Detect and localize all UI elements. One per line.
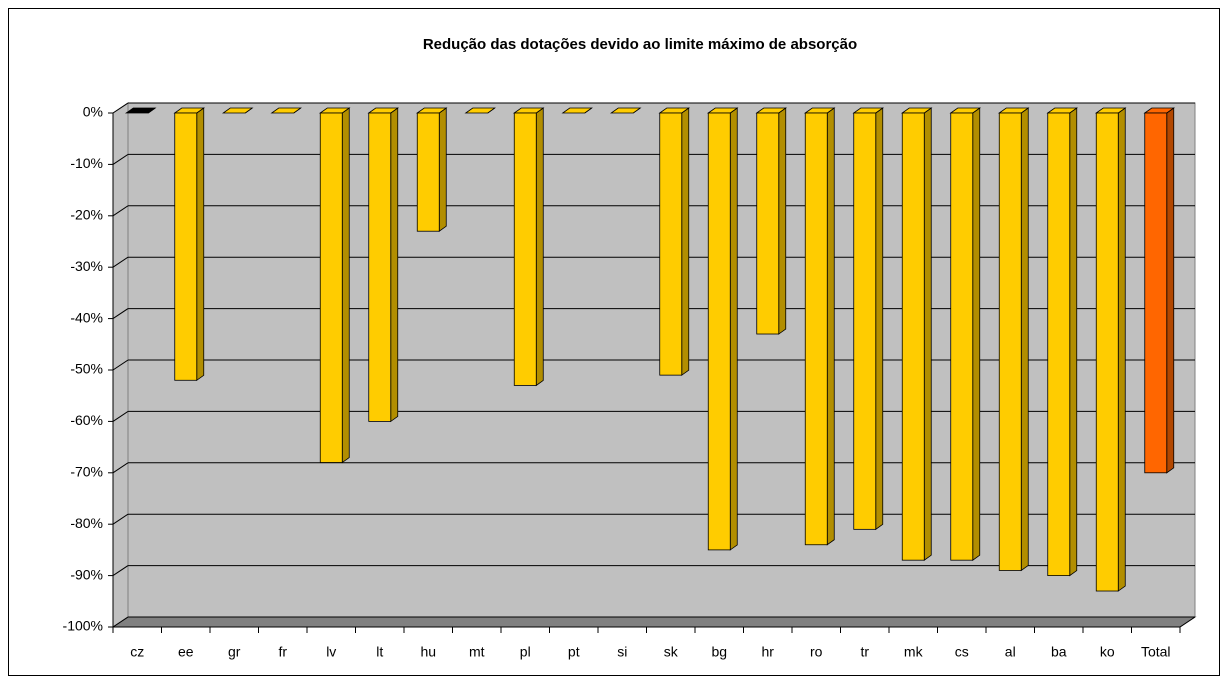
y-tick-label: -20% — [70, 207, 103, 223]
chart-title: Redução das dotações devido ao limite má… — [423, 36, 857, 53]
bar — [319, 112, 343, 463]
bar-side-shade — [342, 108, 350, 463]
bar — [513, 112, 537, 386]
bar — [368, 112, 392, 422]
y-tick-label: -90% — [70, 566, 103, 582]
y-tick-label: -100% — [63, 618, 103, 634]
y-tick-label: -10% — [70, 155, 103, 171]
bar-side-shade — [924, 108, 932, 561]
bar — [707, 112, 731, 551]
bar — [950, 112, 974, 561]
bar-top — [125, 107, 157, 114]
bar-side-shade — [390, 108, 398, 422]
grid-line-side — [112, 565, 129, 577]
bar-top — [610, 107, 642, 114]
bar-top — [464, 107, 496, 114]
x-tick-label: bg — [711, 644, 727, 660]
x-tick-label: ba — [1051, 644, 1067, 660]
grid-line-side — [112, 462, 129, 474]
bar-side-shade — [827, 108, 835, 545]
bar-side-shade — [681, 108, 689, 376]
x-axis-side — [1179, 616, 1196, 628]
x-tick-label: al — [1005, 644, 1016, 660]
x-tick-label: gr — [228, 644, 241, 660]
x-tick-label: mk — [904, 644, 924, 660]
grid-line-side — [112, 308, 129, 320]
grid-line-side — [112, 513, 129, 525]
bar-side-shade — [875, 108, 883, 530]
x-tick-label: hr — [762, 644, 775, 660]
grid-line-side — [112, 256, 129, 268]
x-tick-label: lt — [376, 644, 383, 660]
grid-line-side — [112, 205, 129, 217]
x-tick-label: ro — [810, 644, 823, 660]
x-tick-label: cz — [130, 644, 144, 660]
x-tick-label: fr — [278, 644, 287, 660]
x-tick-label: pl — [520, 644, 531, 660]
y-tick-label: -50% — [70, 361, 103, 377]
bar — [174, 112, 198, 381]
y-tick-label: 0% — [83, 104, 103, 120]
bar-side-shade — [536, 108, 544, 386]
bar-top — [222, 107, 254, 114]
grid-line-side — [112, 102, 129, 114]
y-tick-label: -70% — [70, 464, 103, 480]
y-tick-label: -30% — [70, 258, 103, 274]
bar — [998, 112, 1022, 571]
grid-line-side — [112, 616, 129, 628]
bar — [901, 112, 925, 561]
bar-side-shade — [778, 108, 786, 335]
bar — [659, 112, 683, 376]
bar — [756, 112, 780, 335]
bar-side-shade — [1021, 108, 1029, 571]
x-tick-label: tr — [860, 644, 869, 660]
bar-side-shade — [1118, 108, 1126, 592]
grid-line-side — [112, 410, 129, 422]
x-tick-label: ee — [178, 644, 194, 660]
y-tick-label: -40% — [70, 309, 103, 325]
bar-side-shade — [1069, 108, 1077, 576]
grid-line-side — [112, 359, 129, 371]
x-tick-label: mt — [469, 644, 485, 660]
bar-top — [561, 107, 593, 114]
bar-top — [270, 107, 302, 114]
bar — [853, 112, 877, 530]
bar — [804, 112, 828, 546]
bar-side-shade — [196, 108, 204, 381]
bar — [1095, 112, 1119, 592]
bar-side-shade — [972, 108, 980, 561]
x-tick-label: Total — [1141, 644, 1171, 660]
floor — [111, 616, 1197, 628]
grid-line-side — [112, 153, 129, 165]
x-tick-label: cs — [955, 644, 969, 660]
bar-side-shade — [439, 108, 447, 232]
bar-side-shade — [730, 108, 738, 550]
x-tick-label: ko — [1100, 644, 1115, 660]
x-tick-label: lv — [326, 644, 336, 660]
x-tick-label: hu — [420, 644, 436, 660]
y-tick-label: -80% — [70, 515, 103, 531]
x-tick-label: pt — [568, 644, 580, 660]
x-tick-label: si — [617, 644, 627, 660]
x-tick-label: sk — [664, 644, 679, 660]
bar-side-shade — [1166, 108, 1174, 473]
bar — [416, 112, 440, 232]
y-tick-label: -60% — [70, 412, 103, 428]
bar — [1144, 112, 1168, 474]
bar — [1047, 112, 1071, 577]
